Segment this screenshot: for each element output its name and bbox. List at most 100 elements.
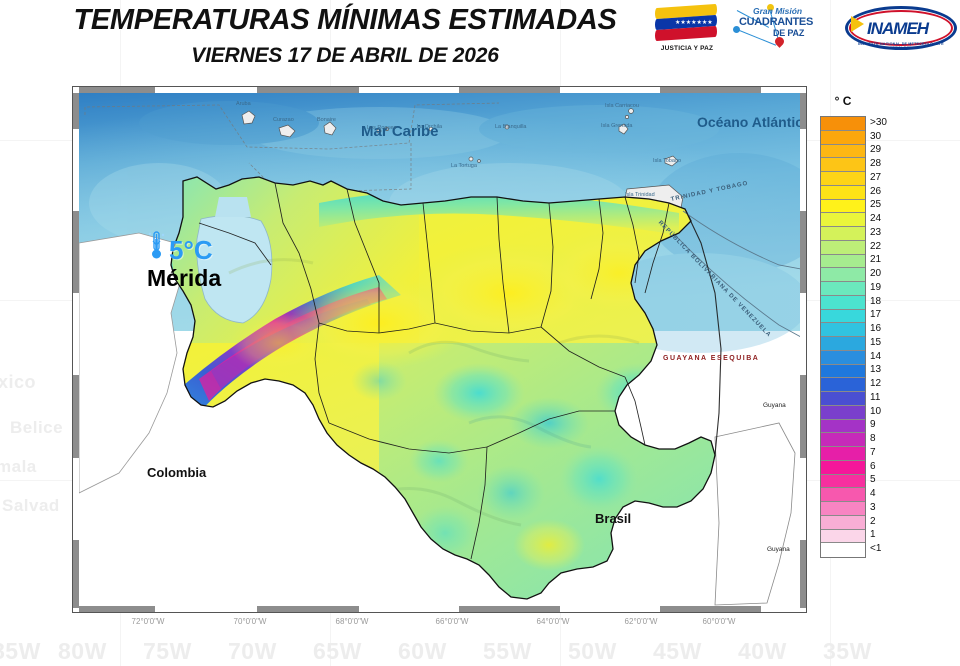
watermark-region-mexico: xico xyxy=(0,372,37,392)
cdp-main-text: CUADRANTES xyxy=(739,16,814,28)
colorbar-tick-4: 4 xyxy=(870,488,876,500)
watermark-lon-5: 60W xyxy=(398,638,447,664)
colorbar-tick-30: 30 xyxy=(870,130,882,142)
cuadrantes-de-paz-logo: Gran Misión CUADRANTES DE PAZ xyxy=(727,2,835,54)
small-label-guyana-north: Guyana xyxy=(763,402,786,409)
watermark-region-salvador: Salvad xyxy=(2,496,60,515)
watermark-lon-1: 80W xyxy=(58,638,107,664)
map-pin-icon xyxy=(773,35,786,49)
temperature-map[interactable]: Mar Caribe Océano Atlántico Colombia Bra… xyxy=(72,86,807,613)
inameh-wordmark: INAMEH xyxy=(867,19,929,38)
colorbar-tick-1: <1 xyxy=(870,543,882,555)
colorbar-band-6 xyxy=(821,460,865,475)
island-label-los-roques: Los Roques xyxy=(367,125,397,131)
colorbar-band-17 xyxy=(821,309,865,324)
page-header: TEMPERATURAS MÍNIMAS ESTIMADAS VIERNES 1… xyxy=(0,0,960,80)
colorbar-tick-7: 7 xyxy=(870,446,876,458)
colorbar-bands xyxy=(820,116,866,558)
lon-label-2: 68°0'0"W xyxy=(335,617,369,626)
logo-group: ★★★★★★★ JUSTICIA Y PAZ Gran Misión CUADR… xyxy=(655,2,957,58)
island-label-la-blanquilla: La Blanquilla xyxy=(495,124,527,130)
colorbar-band-30 xyxy=(821,130,865,145)
colorbar-band-13 xyxy=(821,364,865,379)
island-label-aruba: Aruba xyxy=(236,101,251,107)
lon-label-4: 64°0'0"W xyxy=(536,617,570,626)
island-label-bonaire: Bonaire xyxy=(317,117,336,123)
colorbar-band-18 xyxy=(821,295,865,310)
annotation-city-name: Mérida xyxy=(147,265,222,291)
page-subtitle-date: VIERNES 17 DE ABRIL DE 2026 xyxy=(191,44,499,67)
colorbar-band-11 xyxy=(821,392,865,406)
colorbar-band-15 xyxy=(821,337,865,351)
colorbar-tick-28: 28 xyxy=(870,158,882,170)
lon-label-5: 62°0'0"W xyxy=(624,617,658,626)
cdp-sub-text: DE PAZ xyxy=(773,28,805,38)
colorbar-tick-24: 24 xyxy=(870,213,882,225)
map-ruler-right xyxy=(800,93,806,608)
colorbar-tick-8: 8 xyxy=(870,433,876,445)
watermark-region-guatemala: mala xyxy=(0,457,37,476)
inameh-logo: INAMEH INSTITUTO NACIONAL DE METEOROLOGÍ… xyxy=(845,2,957,56)
cdp-node-left-icon xyxy=(733,26,740,33)
colorbar-band-28 xyxy=(821,158,865,172)
colorbar-band-3 xyxy=(821,502,865,516)
watermark-lon-0: 85W xyxy=(0,638,41,664)
colorbar-tick-19: 19 xyxy=(870,281,882,293)
colorbar-band-8 xyxy=(821,433,865,447)
island-label-la-tortuga: La Tortuga xyxy=(451,163,477,169)
esequiba-boundary xyxy=(684,208,722,456)
watermark-lon-6: 55W xyxy=(483,638,532,664)
colorbar-tick-16: 16 xyxy=(870,323,882,335)
colorbar-band-20 xyxy=(821,268,865,282)
colorbar-tick-11: 11 xyxy=(870,391,881,403)
flag-caption: JUSTICIA Y PAZ xyxy=(660,45,714,52)
map-canvas[interactable]: Mar Caribe Océano Atlántico Colombia Bra… xyxy=(79,93,800,606)
island-label-grenada: Isla Grenada xyxy=(601,123,633,129)
colorbar-band-23 xyxy=(821,227,865,241)
colorbar-band-22 xyxy=(821,240,865,255)
colorbar-tick-1: 1 xyxy=(870,529,876,541)
colorbar-tick-18: 18 xyxy=(870,295,882,307)
colorbar-tick-23: 23 xyxy=(870,226,882,238)
country-label-brasil: Brasil xyxy=(595,511,632,526)
colorbar-band-19 xyxy=(821,282,865,296)
country-label-colombia: Colombia xyxy=(147,465,207,480)
venezuela-flag-icon: ★★★★★★★ JUSTICIA Y PAZ xyxy=(655,3,717,52)
venezuela-outline xyxy=(170,176,716,600)
inameh-triangle-icon xyxy=(851,16,864,32)
colorbar-tick-9: 9 xyxy=(870,419,876,431)
watermark-lon-9: 40W xyxy=(738,638,787,664)
lon-label-1: 70°0'0"W xyxy=(233,617,267,626)
colorbar-tick-3: 3 xyxy=(870,501,876,513)
island-label-trinidad: Isla Trinidad xyxy=(625,192,655,198)
map-ruler-bottom xyxy=(79,606,800,612)
temperature-colorbar: ° C >30 30 29 28 27 26 25 24 23 22 21 20 19 18 17 16 15 1… xyxy=(812,90,932,590)
colorbar-tick-14: 14 xyxy=(870,350,882,362)
island-label-la-orchila: La Orchila xyxy=(417,124,443,130)
island-label-carriacou: Isla Carriacou xyxy=(605,103,639,109)
colorbar-band-1 xyxy=(821,529,865,544)
colombia-land xyxy=(79,232,184,494)
watermark-region-belice: Belice xyxy=(10,418,64,437)
colorbar-band-10 xyxy=(821,405,865,420)
watermark-lon-4: 65W xyxy=(313,638,362,664)
colorbar-band-24 xyxy=(821,213,865,227)
colorbar-tick-20: 20 xyxy=(870,268,882,280)
colorbar-band-16 xyxy=(821,323,865,337)
colorbar-band-2 xyxy=(821,515,865,530)
map-ruler-top xyxy=(79,87,800,93)
colorbar-band-30 xyxy=(821,117,865,131)
lon-label-3: 66°0'0"W xyxy=(435,617,469,626)
colorbar-tick-5: 5 xyxy=(870,474,876,486)
watermark-lon-7: 50W xyxy=(568,638,617,664)
colorbar-tick-29: 29 xyxy=(870,144,882,156)
colorbar-tick-17: 17 xyxy=(870,309,882,321)
colorbar-band-29 xyxy=(821,144,865,159)
colorbar-band-1 xyxy=(821,543,865,557)
cdp-node-top-icon xyxy=(767,4,774,11)
cdp-top-text: Gran Misión xyxy=(753,6,803,16)
watermark-lon-3: 70W xyxy=(228,638,277,664)
eez-boundary-north xyxy=(84,102,500,150)
ocean-label-caribbean: Mar Caribe xyxy=(361,123,439,140)
colorbar-band-27 xyxy=(821,172,865,186)
